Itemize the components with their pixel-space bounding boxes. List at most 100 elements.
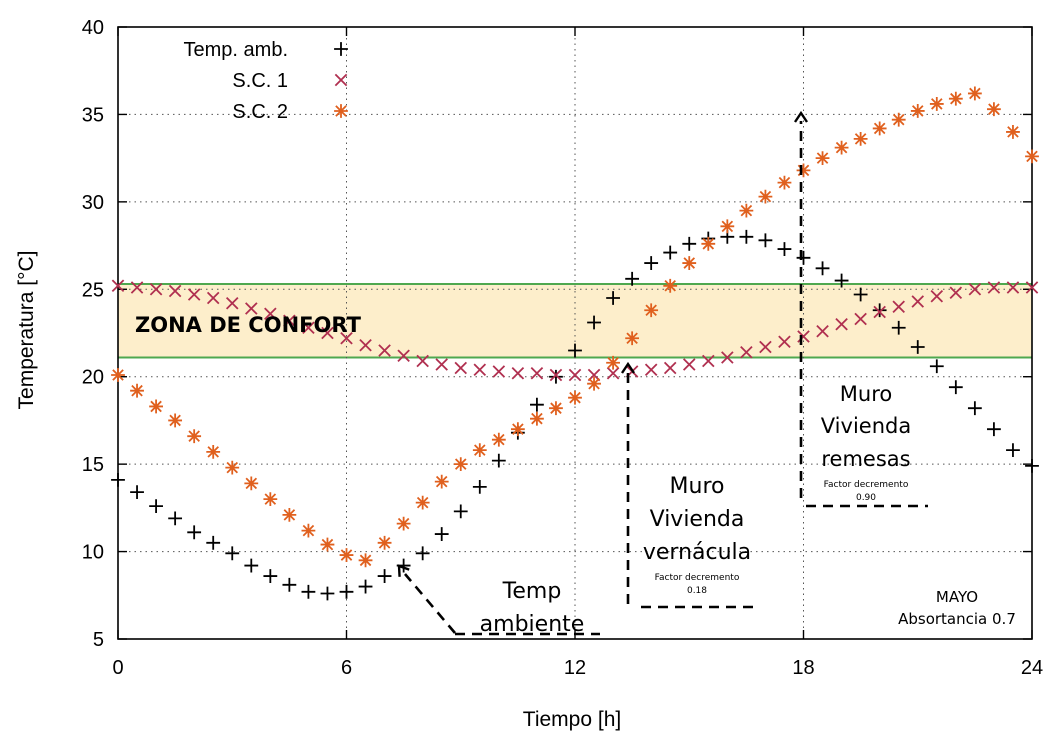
data-point — [415, 546, 430, 561]
data-point — [625, 331, 640, 346]
data-point — [815, 261, 830, 276]
data-point — [415, 495, 430, 510]
y-tick-label: 30 — [82, 192, 104, 214]
x-tick-label: 24 — [1021, 657, 1043, 679]
data-point — [873, 305, 886, 319]
vernacula-label-line1: Muro — [670, 474, 725, 499]
data-point — [282, 577, 297, 592]
data-point — [987, 102, 1001, 117]
data-point — [663, 361, 677, 375]
data-point — [834, 140, 849, 155]
data-point — [396, 516, 411, 531]
data-point — [1025, 281, 1039, 294]
data-point — [663, 278, 678, 293]
data-point — [777, 175, 792, 190]
data-point — [568, 343, 582, 358]
data-point — [1025, 458, 1039, 473]
data-point — [625, 271, 640, 286]
data-point — [872, 121, 887, 136]
data-point — [225, 297, 239, 310]
data-point — [530, 366, 544, 380]
data-point — [587, 376, 601, 391]
axis-ticks: 5 10 15 20 25 30 35 40 0 6 12 18 24 — [82, 17, 1043, 679]
data-point — [606, 291, 620, 305]
absortancia-label: Absortancia 0.7 — [898, 610, 1016, 628]
data-point — [358, 579, 373, 594]
data-point — [377, 569, 392, 583]
ambient-label-line2: ambiente — [480, 612, 585, 637]
data-point — [663, 245, 678, 260]
data-point — [815, 151, 830, 166]
data-point — [168, 413, 183, 428]
data-point — [187, 429, 202, 444]
legend-label: Temp. amb. — [184, 39, 288, 61]
data-point — [968, 283, 982, 296]
data-point — [454, 361, 468, 375]
data-point — [910, 340, 925, 354]
data-point — [168, 284, 182, 298]
vernacula-label-line2: Vivienda — [650, 507, 745, 532]
data-point — [987, 422, 1001, 437]
data-point — [835, 317, 848, 331]
data-point — [206, 291, 220, 305]
data-point — [948, 380, 963, 395]
data-point — [568, 390, 582, 405]
data-point — [244, 558, 259, 573]
vernacula-arrow-head — [621, 361, 635, 374]
grid — [118, 27, 1032, 639]
data-point — [378, 344, 391, 357]
y-tick-label: 20 — [82, 367, 104, 389]
data-point — [930, 290, 944, 303]
data-point — [340, 331, 353, 345]
data-point — [739, 203, 754, 218]
data-point — [510, 422, 525, 437]
data-point — [264, 307, 277, 321]
remesas-arrow-head — [794, 110, 808, 123]
annotations: Temp ambiente Muro Vivienda vernácula Factor … — [397, 110, 1016, 637]
data-point — [245, 302, 258, 315]
data-point — [929, 97, 944, 111]
data-point — [301, 584, 316, 599]
data-point — [587, 315, 601, 330]
data-point — [320, 537, 335, 552]
data-point — [682, 256, 697, 270]
data-point — [1025, 149, 1039, 164]
data-point — [587, 368, 601, 382]
data-point — [453, 457, 468, 472]
data-point — [149, 499, 163, 514]
data-point — [1006, 443, 1020, 458]
data-point — [644, 256, 659, 270]
data-point — [434, 527, 449, 541]
data-point — [168, 511, 183, 526]
data-point — [511, 366, 525, 380]
x-tick-label: 6 — [341, 657, 352, 679]
ambient-label-line1: Temp — [502, 579, 562, 604]
remesas-label-line2: Vivienda — [821, 414, 911, 438]
data-point — [854, 312, 867, 326]
data-point — [568, 368, 582, 382]
data-point — [1006, 281, 1020, 294]
data-point — [302, 321, 315, 335]
data-point — [872, 303, 887, 318]
data-point — [434, 474, 449, 489]
series-2 — [111, 279, 1039, 382]
data-point — [130, 485, 144, 500]
legend-label: S.C. 2 — [232, 101, 288, 123]
ambient-arrow-line — [404, 573, 456, 634]
data-point — [397, 349, 410, 363]
data-point — [702, 354, 715, 368]
data-point — [472, 479, 487, 494]
data-point — [721, 351, 734, 364]
data-point — [891, 112, 906, 127]
legend-marker — [334, 42, 348, 56]
data-point — [339, 548, 354, 562]
x-tick-label: 12 — [564, 657, 586, 679]
remesas-label-line1: Muro — [840, 382, 892, 406]
data-point — [606, 355, 620, 370]
data-point — [492, 365, 506, 378]
data-point — [758, 189, 773, 204]
data-point — [453, 504, 468, 519]
data-point — [187, 525, 202, 540]
data-point — [682, 236, 697, 251]
data-point — [701, 236, 716, 251]
